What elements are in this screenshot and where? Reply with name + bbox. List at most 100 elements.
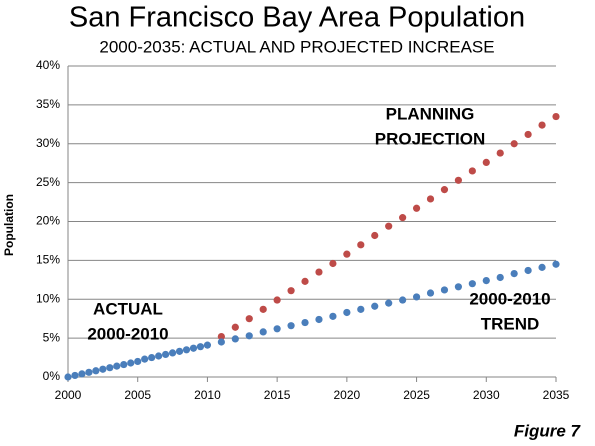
x-tick-label: 2015 (264, 388, 291, 402)
y-tick-label: 30% (36, 136, 60, 150)
point (399, 296, 407, 304)
annotation: ACTUAL (93, 299, 163, 318)
x-tick-label: 2005 (124, 388, 151, 402)
y-tick-label: 25% (36, 175, 60, 189)
point (127, 359, 135, 367)
point (245, 315, 253, 323)
x-tick-label: 2030 (473, 388, 500, 402)
y-tick-label: 15% (36, 253, 60, 267)
point (120, 360, 128, 369)
point (134, 357, 142, 366)
point (155, 352, 163, 360)
y-tick-label: 20% (36, 214, 60, 228)
point (99, 365, 107, 373)
point (182, 346, 191, 354)
point (217, 338, 225, 346)
point (510, 269, 518, 278)
point (440, 186, 449, 194)
point (468, 167, 476, 175)
chart-title: San Francisco Bay Area Population (69, 2, 525, 34)
point (357, 305, 365, 313)
point (259, 328, 267, 336)
point (454, 176, 462, 184)
point (468, 280, 476, 288)
y-tick-label: 10% (36, 291, 60, 305)
point (196, 343, 205, 351)
annotation: PROJECTION (375, 129, 486, 148)
point (231, 323, 239, 331)
point (426, 289, 435, 297)
point (113, 362, 121, 370)
point (168, 349, 177, 357)
point (357, 241, 365, 249)
point (315, 268, 323, 276)
point (287, 322, 295, 330)
point (524, 266, 532, 275)
point (440, 286, 449, 294)
point (371, 302, 379, 310)
point (64, 373, 72, 381)
x-tick-label: 2000 (55, 388, 82, 402)
x-tick-label: 2035 (543, 388, 570, 402)
point (273, 296, 281, 304)
point (245, 332, 253, 340)
point (301, 318, 309, 327)
point (538, 263, 546, 271)
point (259, 305, 267, 313)
x-tick-label: 2020 (334, 388, 361, 402)
point (552, 260, 560, 268)
point (482, 276, 490, 285)
point (189, 344, 198, 352)
y-tick-label: 5% (43, 330, 61, 344)
point (412, 293, 421, 301)
point (399, 214, 407, 222)
point (92, 367, 100, 375)
point (385, 222, 393, 230)
y-tick-label: 0% (43, 369, 61, 383)
point (329, 312, 337, 320)
point (175, 347, 184, 355)
point (301, 277, 309, 285)
point (538, 121, 546, 129)
point (162, 350, 170, 359)
point (482, 158, 490, 167)
point (78, 370, 86, 378)
point (524, 130, 532, 139)
point (385, 299, 393, 307)
annotation: TREND (481, 314, 540, 333)
point (203, 341, 212, 349)
point (343, 308, 351, 317)
point (141, 355, 149, 363)
point (329, 259, 337, 268)
point (231, 335, 239, 343)
y-tick-label: 40% (36, 58, 60, 72)
point (371, 231, 379, 240)
figure-label: Figure 7 (514, 421, 582, 440)
annotation: 2000-2010 (87, 324, 168, 343)
y-tick-label: 35% (36, 97, 60, 111)
annotation: 2000-2010 (469, 289, 550, 308)
point (217, 332, 225, 341)
point (412, 204, 421, 212)
x-tick-label: 2010 (194, 388, 221, 402)
x-tick-label: 2025 (403, 388, 430, 402)
point (454, 283, 462, 291)
point (496, 149, 504, 157)
point (496, 273, 504, 282)
point (71, 371, 79, 380)
chart-subtitle: 2000-2035: ACTUAL AND PROJECTED INCREASE (99, 37, 494, 56)
point (426, 195, 435, 203)
point (552, 112, 560, 121)
point (315, 315, 323, 324)
annotation: PLANNING (386, 104, 475, 123)
point (510, 140, 518, 148)
point (273, 325, 281, 333)
point (343, 250, 351, 258)
point (287, 287, 295, 295)
point (148, 353, 156, 362)
point (106, 364, 114, 372)
y-axis-label: Population (2, 194, 16, 256)
point (85, 368, 93, 376)
